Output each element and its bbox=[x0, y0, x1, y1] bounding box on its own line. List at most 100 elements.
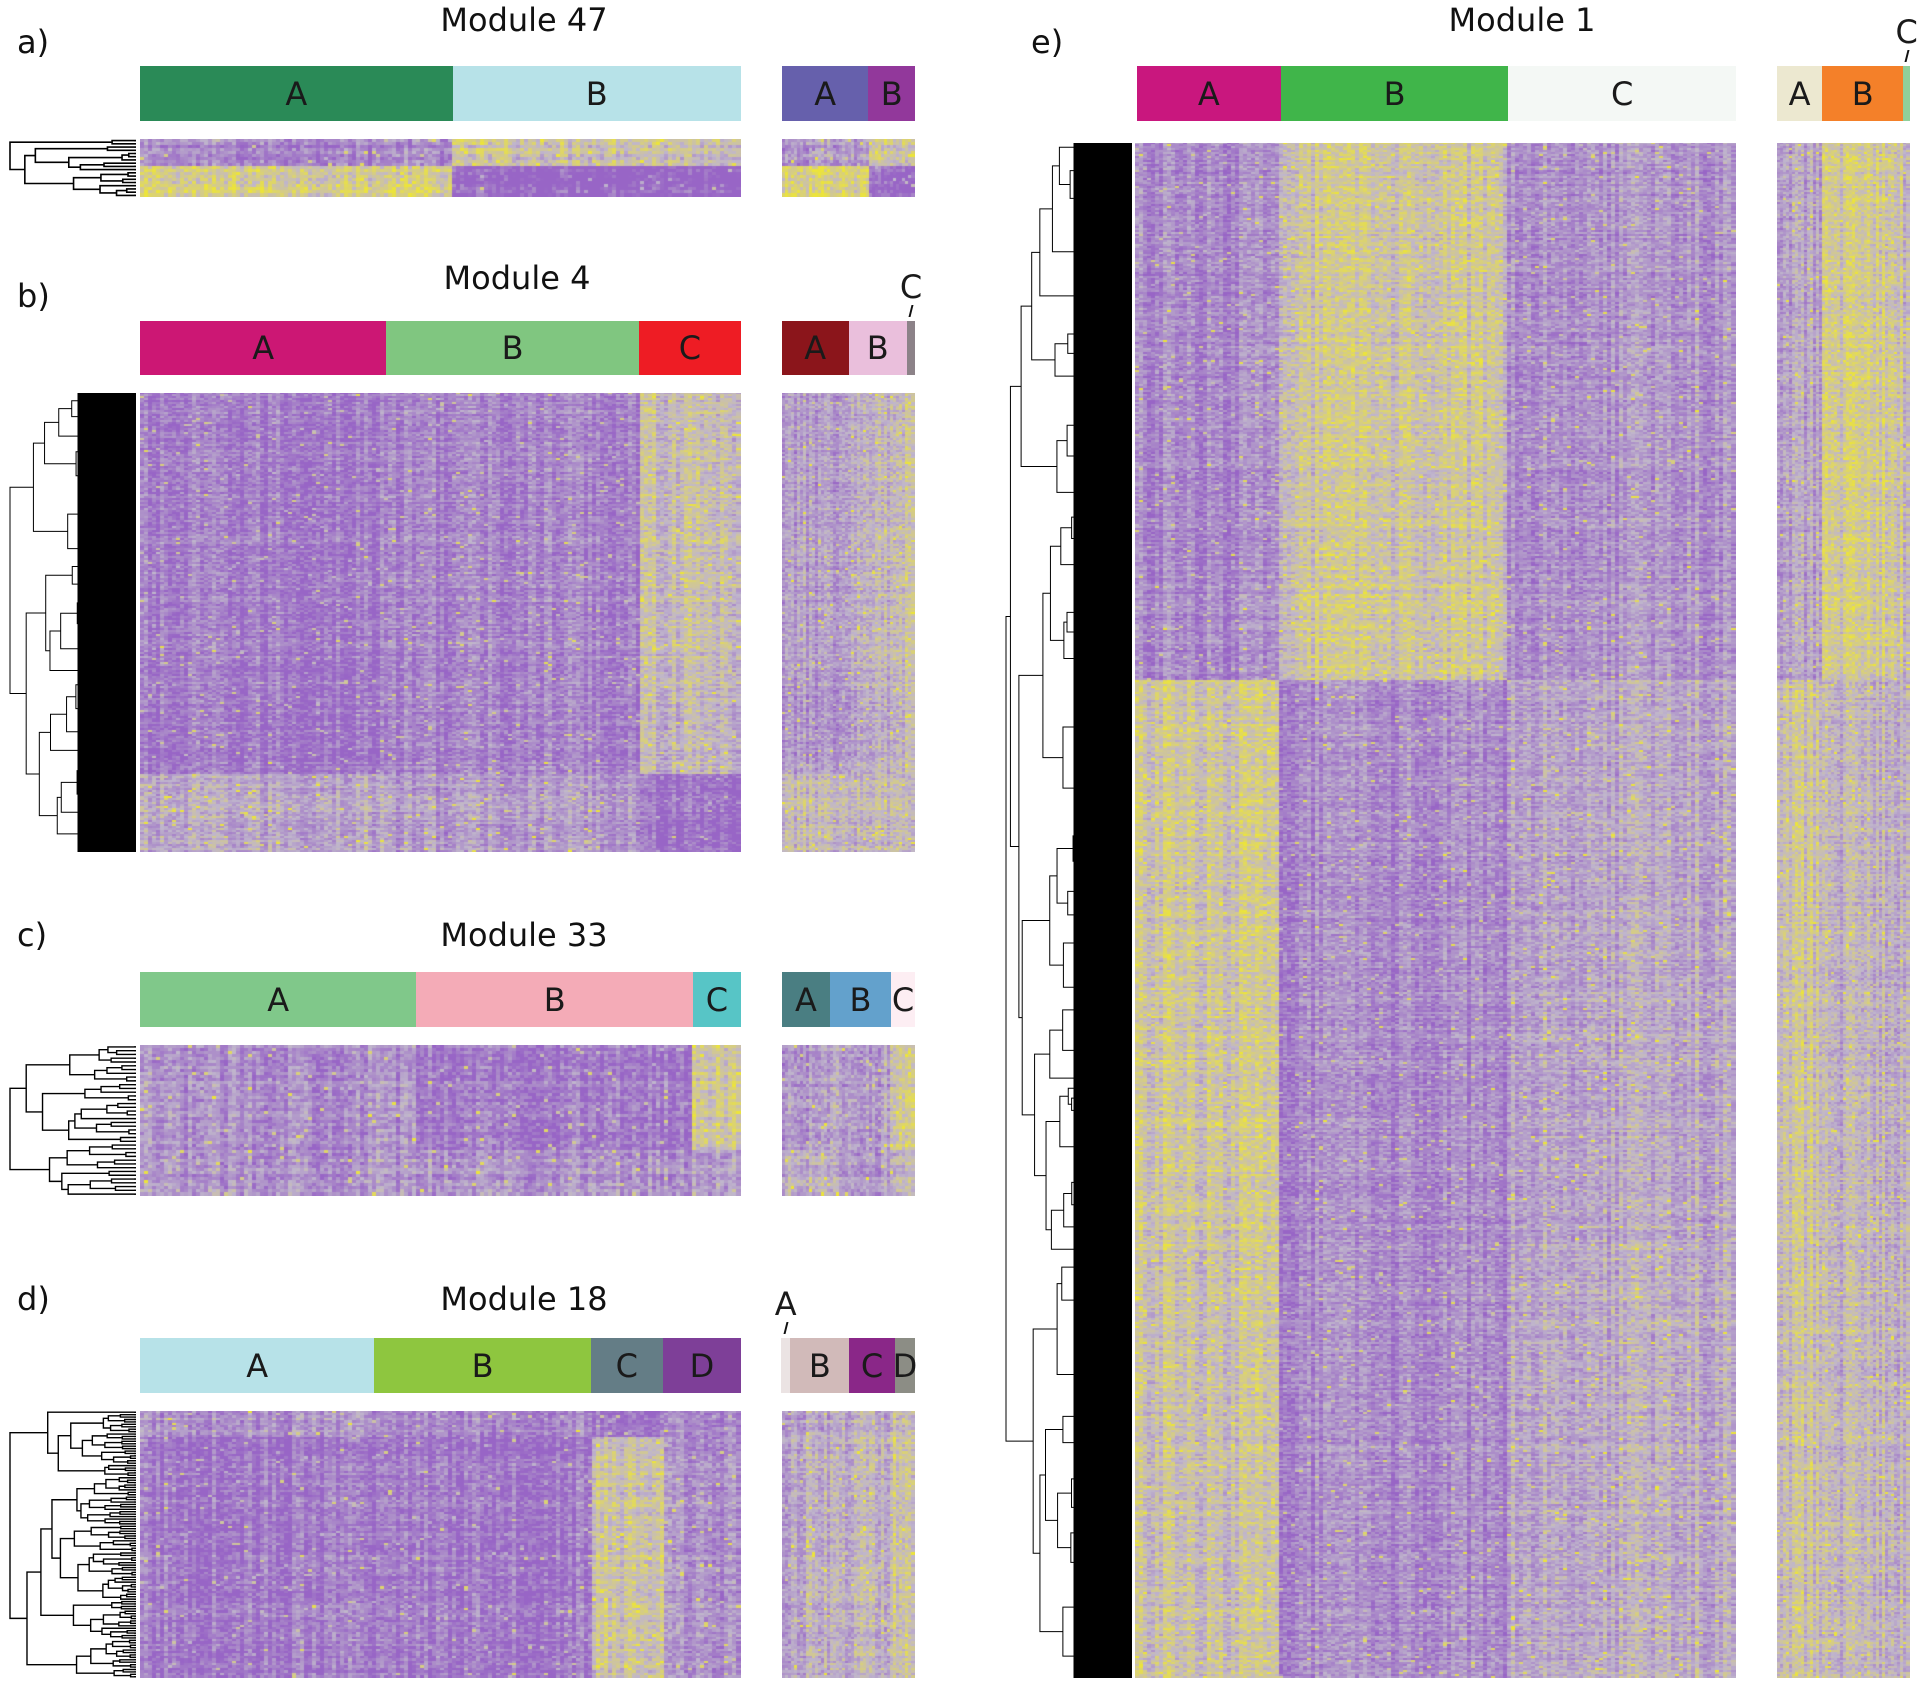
column-group-label-d: D bbox=[689, 1346, 715, 1385]
heatmap-c bbox=[140, 1045, 741, 1196]
heatmap-a bbox=[140, 139, 741, 197]
column-annotation-bar-b: A B C bbox=[140, 321, 741, 375]
side-group-label-b: B bbox=[866, 329, 889, 367]
column-group-label-c: C bbox=[678, 329, 702, 367]
column-group-label-c: C bbox=[1610, 74, 1634, 113]
dendrogram-leaves bbox=[134, 140, 136, 196]
side-group-callout-label-a: A bbox=[774, 1285, 797, 1323]
side-group-segment-b: B bbox=[848, 321, 908, 375]
column-group-segment-a: A bbox=[140, 321, 387, 375]
side-group-segment-b: B bbox=[829, 972, 892, 1027]
column-group-label-b: B bbox=[471, 1346, 494, 1385]
side-group-label-b: B bbox=[1851, 74, 1874, 113]
column-group-label-a: A bbox=[246, 1346, 269, 1385]
heatmap-e bbox=[1135, 143, 1736, 1678]
column-group-label-b: B bbox=[1383, 74, 1406, 113]
side-group-callout-tick bbox=[1904, 50, 1910, 62]
side-group-segment-c: C bbox=[891, 972, 915, 1027]
column-group-label-b: B bbox=[585, 74, 608, 113]
side-heatmap-b bbox=[782, 393, 915, 852]
side-group-label-c: C bbox=[860, 1346, 884, 1385]
side-group-segment-a: A bbox=[782, 321, 849, 375]
column-annotation-bar-e: A B C bbox=[1137, 66, 1736, 121]
side-group-callout-tick bbox=[783, 1322, 789, 1334]
panel-label-c: c) bbox=[17, 916, 48, 954]
dendrogram-leaves bbox=[134, 1046, 136, 1195]
row-dendrogram-b bbox=[9, 393, 136, 852]
side-group-segment-c: C bbox=[900, 271, 922, 375]
side-group-segment-d: D bbox=[892, 1338, 918, 1393]
dendrogram-leaves bbox=[134, 1411, 136, 1678]
side-group-segment-c: C bbox=[1895, 16, 1918, 121]
side-heatmap-c bbox=[782, 1045, 915, 1196]
heatmap-d bbox=[140, 1411, 741, 1678]
dendrogram-branches bbox=[9, 139, 136, 197]
row-dendrogram-e bbox=[1005, 143, 1132, 1678]
side-group-label-a: A bbox=[814, 74, 837, 113]
column-group-label-c: C bbox=[705, 980, 729, 1019]
side-group-segment-b: B bbox=[868, 66, 915, 121]
panel-label-d: d) bbox=[17, 1280, 50, 1318]
column-group-label-a: A bbox=[285, 74, 308, 113]
column-group-segment-a: A bbox=[140, 972, 417, 1027]
column-group-segment-b: B bbox=[386, 321, 639, 375]
column-group-label-b: B bbox=[501, 329, 524, 367]
side-group-callout-tick bbox=[908, 305, 914, 317]
side-group-segment-c: C bbox=[849, 1338, 895, 1393]
side-group-label-a: A bbox=[794, 980, 817, 1019]
side-group-label-d: D bbox=[892, 1346, 918, 1385]
column-group-label-c: C bbox=[615, 1346, 638, 1385]
side-group-label-b: B bbox=[808, 1346, 831, 1385]
column-group-segment-a: A bbox=[140, 1338, 375, 1393]
row-dendrogram-d bbox=[9, 1411, 136, 1678]
side-group-label-c: C bbox=[891, 980, 915, 1019]
column-group-segment-b: B bbox=[452, 66, 741, 121]
column-group-segment-b: B bbox=[416, 972, 693, 1027]
panel-title-module-18: Module 18 bbox=[440, 1280, 608, 1318]
column-group-label-a: A bbox=[1197, 74, 1220, 113]
side-group-label-b: B bbox=[880, 74, 903, 113]
side-group-segment-b: B bbox=[790, 1338, 850, 1393]
panel-label-e: e) bbox=[1031, 23, 1064, 61]
side-group-segment-a: A bbox=[1777, 66, 1823, 121]
panel-label-a: a) bbox=[17, 23, 50, 61]
side-group-label-a: A bbox=[1788, 74, 1811, 113]
row-dendrogram-c bbox=[9, 1046, 136, 1195]
column-group-label-a: A bbox=[252, 329, 275, 367]
column-group-segment-d: D bbox=[662, 1338, 741, 1393]
dendrogram-branches bbox=[9, 1411, 136, 1678]
column-group-segment-a: A bbox=[1137, 66, 1281, 121]
heatmap-b bbox=[140, 393, 741, 852]
column-group-segment-c: C bbox=[692, 972, 741, 1027]
side-heatmap-e bbox=[1777, 143, 1910, 1678]
column-group-label-b: B bbox=[543, 980, 566, 1019]
column-group-segment-b: B bbox=[1280, 66, 1509, 121]
column-group-segment-a: A bbox=[140, 66, 453, 121]
side-group-segment-a: A bbox=[775, 1288, 797, 1393]
side-group-segment-a: A bbox=[782, 66, 869, 121]
side-group-label-b: B bbox=[849, 980, 872, 1019]
dendrogram-leaf-block bbox=[1073, 143, 1132, 1678]
side-heatmap-a bbox=[782, 139, 915, 197]
dendrogram-leaf-block bbox=[77, 393, 136, 852]
column-annotation-bar-d: A B C D bbox=[140, 1338, 741, 1393]
panel-title-module-4: Module 4 bbox=[443, 259, 591, 297]
panel-title-module-1: Module 1 bbox=[1448, 1, 1596, 39]
side-group-segment-a: A bbox=[782, 972, 830, 1027]
column-group-segment-c: C bbox=[1508, 66, 1736, 121]
column-group-label-a: A bbox=[267, 980, 290, 1019]
panel-title-module-47: Module 47 bbox=[440, 1, 608, 39]
side-heatmap-d bbox=[782, 1411, 915, 1678]
column-annotation-bar-c: A B C bbox=[140, 972, 741, 1027]
dendrogram-branches bbox=[9, 1046, 136, 1195]
row-dendrogram-a bbox=[9, 139, 136, 197]
panel-label-b: b) bbox=[17, 277, 50, 315]
column-group-segment-c: C bbox=[638, 321, 741, 375]
side-group-callout-label-c: C bbox=[1895, 13, 1918, 51]
column-group-segment-b: B bbox=[374, 1338, 591, 1393]
